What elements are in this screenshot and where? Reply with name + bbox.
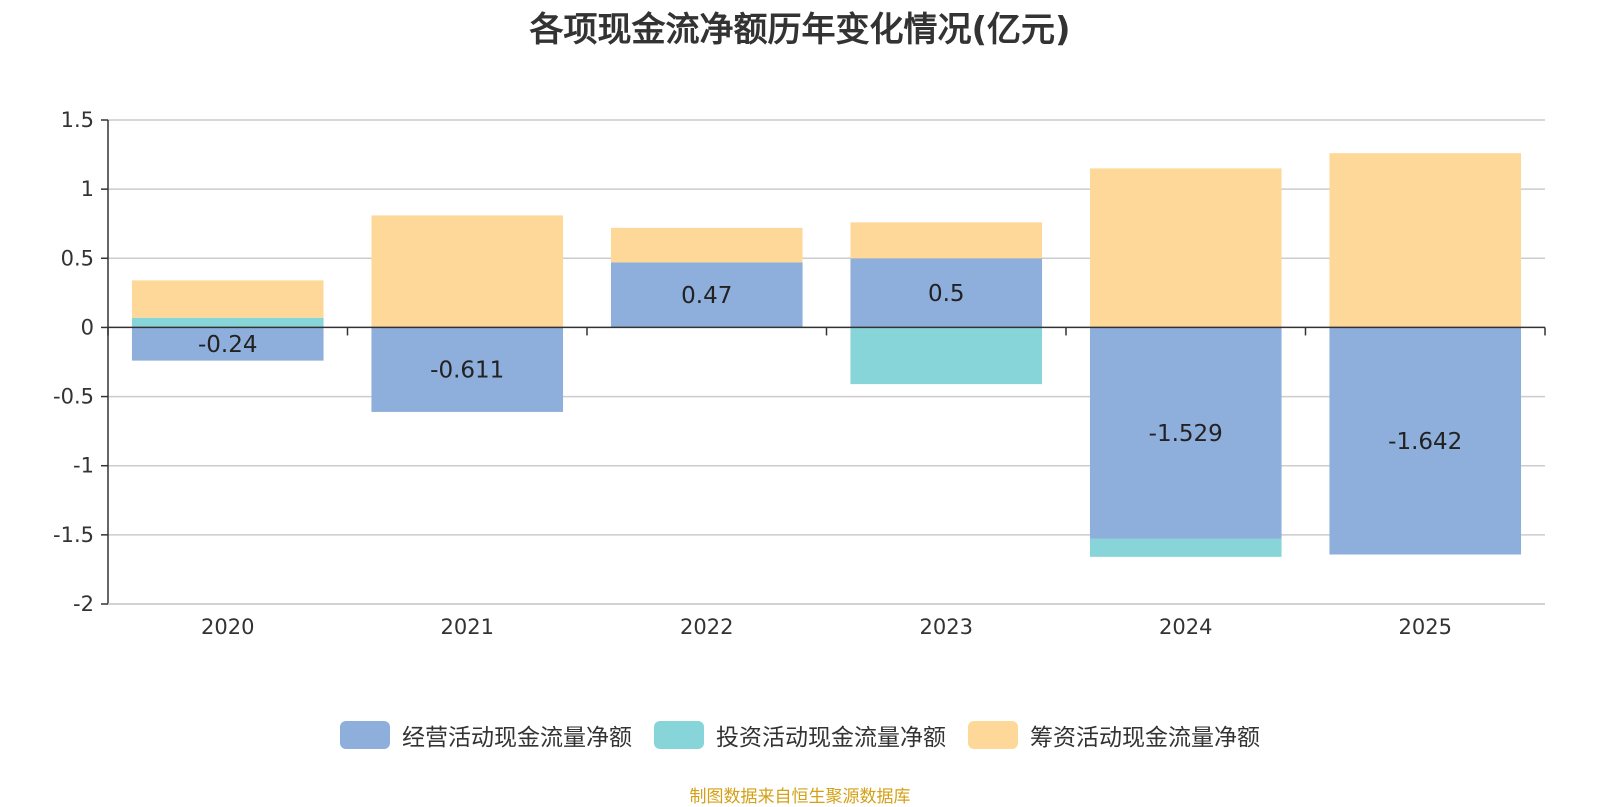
y-tick-label: 1 bbox=[81, 177, 94, 201]
source-note: 制图数据来自恒生聚源数据库 bbox=[689, 787, 911, 807]
bar-segment bbox=[1089, 327, 1282, 539]
data-label: 0.5 bbox=[928, 281, 965, 307]
bar-segment bbox=[610, 227, 803, 263]
x-tick-label: 2021 bbox=[441, 615, 494, 639]
bar-segment bbox=[1089, 538, 1282, 557]
bar-segment bbox=[850, 327, 1043, 385]
y-tick-label: -1 bbox=[73, 454, 94, 478]
data-label: -1.642 bbox=[1388, 429, 1462, 455]
bars bbox=[131, 153, 1522, 557]
bar-segment bbox=[371, 215, 564, 328]
data-label: -0.24 bbox=[198, 332, 258, 358]
legend-item-investing[interactable]: 投资活动现金流量净额 bbox=[654, 718, 946, 752]
y-tick-label: -0.5 bbox=[53, 385, 94, 409]
x-tick-label: 2024 bbox=[1159, 615, 1212, 639]
legend-swatch-investing bbox=[654, 721, 704, 749]
bar-segment bbox=[850, 258, 1043, 328]
x-tick-label: 2025 bbox=[1399, 615, 1452, 639]
bar-segment bbox=[131, 280, 324, 318]
y-tick-label: -1.5 bbox=[53, 523, 94, 547]
bar-segment bbox=[1089, 168, 1282, 328]
legend-label-investing: 投资活动现金流量净额 bbox=[716, 725, 946, 751]
bar-segment bbox=[131, 317, 324, 328]
y-tick-label: 1.5 bbox=[61, 108, 94, 132]
bar-segment bbox=[850, 222, 1043, 259]
legend-swatch-financing bbox=[968, 721, 1018, 749]
bar-segment bbox=[371, 327, 564, 412]
bar-segment bbox=[1329, 327, 1522, 555]
legend-item-operating[interactable]: 经营活动现金流量净额 bbox=[340, 718, 632, 752]
legend-label-financing: 筹资活动现金流量净额 bbox=[1030, 725, 1260, 751]
bar-segment bbox=[1329, 153, 1522, 328]
y-tick-label: -2 bbox=[73, 592, 94, 616]
y-tick-label: 0 bbox=[81, 315, 94, 339]
x-tick-label: 2022 bbox=[680, 615, 733, 639]
labels: 1.5 1 0.5 0 -0.5 -1 -1.5 -2 2020 2021 2022 2023 2024… bbox=[53, 108, 1462, 639]
x-tick-label: 2023 bbox=[920, 615, 973, 639]
data-label: -1.529 bbox=[1149, 421, 1223, 447]
data-label: 0.47 bbox=[681, 283, 732, 309]
legend-label-operating: 经营活动现金流量净额 bbox=[402, 725, 632, 751]
bar-segment bbox=[610, 262, 803, 328]
chart-title: 各项现金流净额历年变化情况(亿元) bbox=[529, 10, 1071, 50]
x-tick-label: 2020 bbox=[201, 615, 254, 639]
axes bbox=[101, 119, 1546, 605]
legend-item-financing[interactable]: 筹资活动现金流量净额 bbox=[968, 718, 1260, 752]
y-tick-label: 0.5 bbox=[61, 246, 94, 270]
data-label: -0.611 bbox=[430, 358, 504, 384]
legend: 经营活动现金流量净额 投资活动现金流量净额 筹资活动现金流量净额 bbox=[0, 718, 1600, 752]
bar-segment bbox=[131, 327, 324, 361]
legend-swatch-operating bbox=[340, 721, 390, 749]
